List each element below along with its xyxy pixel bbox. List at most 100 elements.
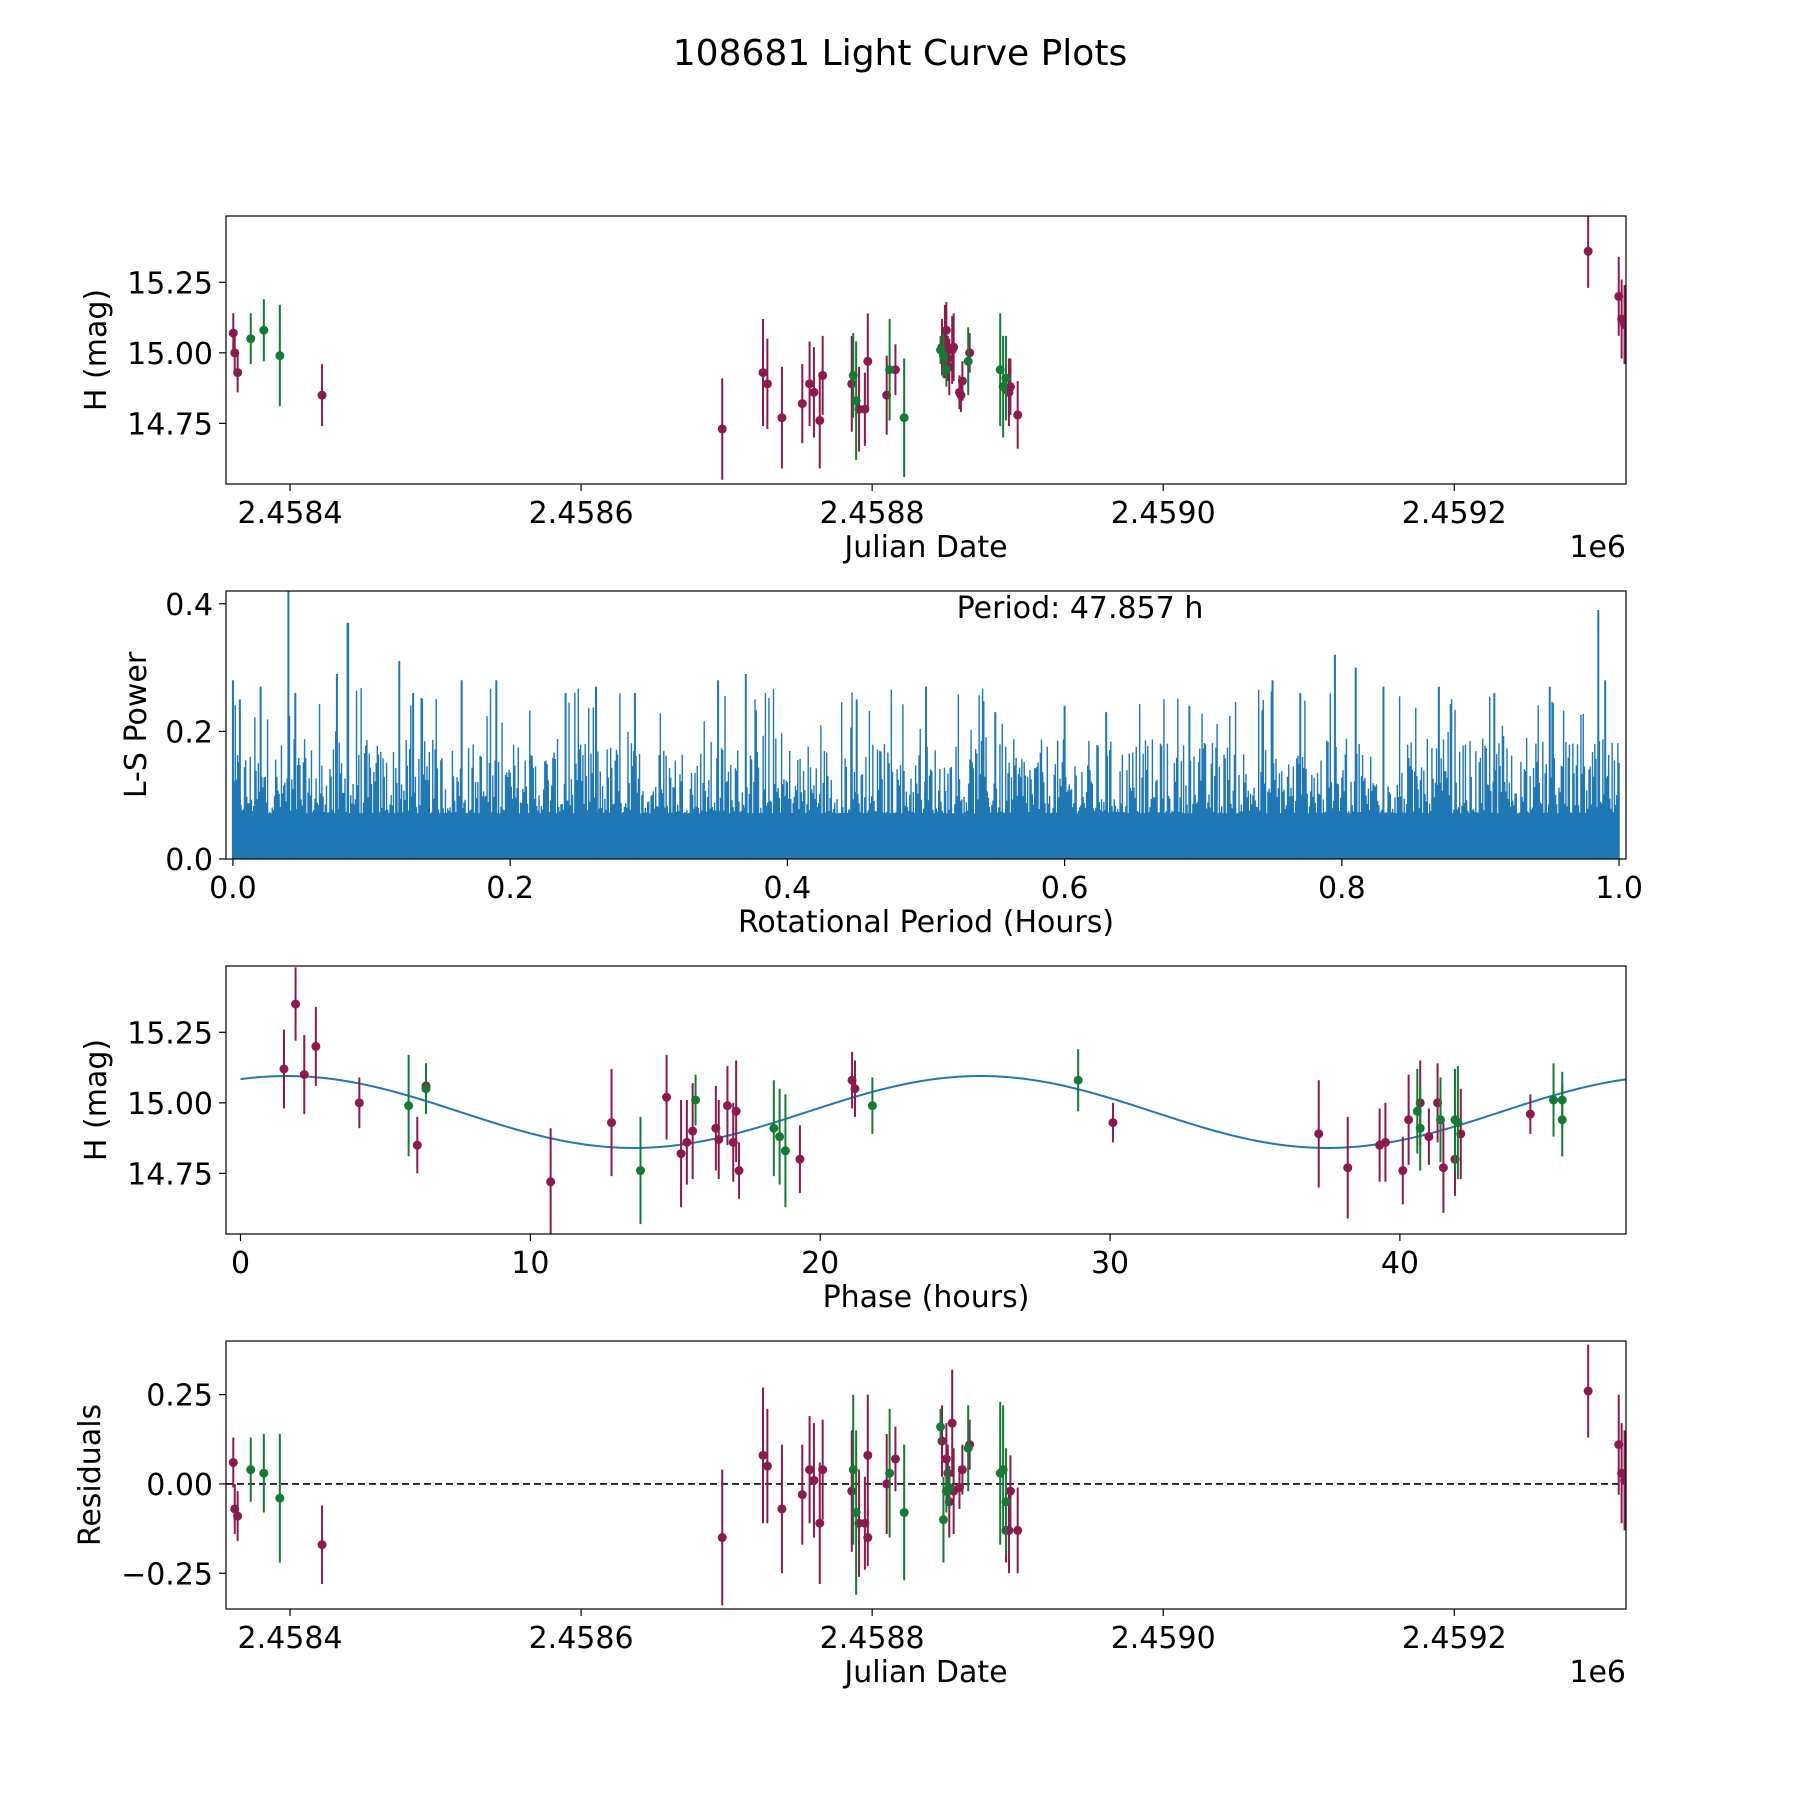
phased-point-red: [546, 1177, 556, 1187]
phased-point-red: [279, 1064, 289, 1074]
lightcurve-point-red: [317, 390, 327, 400]
lightcurve-point-red: [818, 370, 828, 380]
phased-point-green: [1435, 1115, 1445, 1125]
residuals-ticks: 2.4584 2.4586 2.4588 2.4590 2.4592 −0.25 0.00 0…: [121, 1379, 1507, 1656]
phased-point-red: [1380, 1137, 1390, 1147]
residuals-marks: [226, 1344, 1626, 1606]
residuals-point-green: [963, 1443, 973, 1453]
lightcurve-point-red: [941, 325, 951, 335]
residuals-point-red: [317, 1540, 327, 1550]
phased-point-red: [850, 1084, 860, 1094]
periodogram-y-tick-label: 0.4: [165, 588, 213, 623]
panel-residuals: 2.4584 2.4586 2.4588 2.4590 2.4592 −0.25 0.00 0…: [73, 1340, 1627, 1690]
residuals-x-tick-label: 2.4584: [238, 1621, 343, 1656]
residuals-x-tick-label: 2.4588: [820, 1621, 925, 1656]
lightcurve-point-red: [1005, 382, 1015, 392]
phased-point-red: [731, 1106, 741, 1116]
phased-point-green: [1453, 1118, 1463, 1128]
phased-point-green: [1415, 1123, 1425, 1133]
periodogram-x-tick-label: 0.0: [209, 871, 257, 906]
phased-axes-frame: [225, 965, 1627, 1235]
phased-point-green: [769, 1123, 779, 1133]
phased-point-red: [662, 1092, 672, 1102]
residuals-offset-label: 1e6: [1569, 1655, 1626, 1690]
phased-point-green: [691, 1095, 701, 1105]
lightcurve-point-red: [233, 368, 243, 378]
residuals-point-red: [809, 1475, 819, 1485]
lightcurve-y-tick-label: 15.25: [127, 266, 213, 301]
periodogram-y-tick-label: 0.2: [165, 715, 213, 750]
lightcurve-point-red: [949, 342, 959, 352]
residuals-point-green: [899, 1508, 909, 1518]
lightcurve-ticks: 2.4584 2.4586 2.4588 2.4590 2.4592 14.75 15.00…: [127, 266, 1507, 531]
phased-point-red: [311, 1041, 321, 1051]
lightcurve-point-red: [1013, 410, 1023, 420]
phased-point-green: [780, 1146, 790, 1156]
phased-point-green: [867, 1101, 877, 1111]
phased-point-red: [1525, 1109, 1535, 1119]
residuals-point-red: [818, 1465, 828, 1475]
residuals-point-red: [758, 1450, 768, 1460]
lightcurve-point-red: [762, 379, 772, 389]
periodogram-axes-frame: [225, 590, 1627, 860]
residuals-point-red: [1620, 1475, 1626, 1485]
residuals-point-red: [937, 1436, 947, 1446]
phased-x-tick-label: 30: [1091, 1246, 1129, 1281]
phased-point-red: [412, 1140, 422, 1150]
lightcurve-point-green: [1001, 373, 1011, 383]
lightcurve-offset-label: 1e6: [1569, 530, 1626, 565]
lightcurve-point-green: [259, 325, 269, 335]
periodogram-annotation: Period: 47.857 h: [957, 591, 1204, 626]
periodogram-plot-area: [231, 591, 1620, 859]
periodogram-marks: [231, 591, 1620, 859]
residuals-point-red: [762, 1461, 772, 1471]
residuals-point-red: [1005, 1486, 1015, 1496]
phased-point-red: [607, 1118, 617, 1128]
residuals-x-tick-label: 2.4586: [529, 1621, 634, 1656]
phased-y-tick-label: 15.25: [127, 1016, 213, 1051]
periodogram-x-tick-label: 1.0: [1595, 871, 1643, 906]
lightcurve-point-green: [851, 396, 861, 406]
lightcurve-y-label: H (mag): [79, 289, 114, 411]
residuals-point-red: [957, 1465, 967, 1475]
lightcurve-point-red: [809, 387, 819, 397]
panel-lightcurve: 2.4584 2.4586 2.4588 2.4590 2.4592 14.75 15.00…: [79, 215, 1627, 565]
lightcurve-point-red: [1583, 246, 1593, 256]
residuals-point-red: [777, 1504, 787, 1514]
residuals-point-red: [797, 1490, 807, 1500]
phased-y-tick-label: 14.75: [127, 1157, 213, 1192]
residuals-y-tick-label: 0.25: [146, 1379, 213, 1414]
lightcurve-point-red: [863, 356, 873, 366]
residuals-point-red: [1013, 1525, 1023, 1535]
lightcurve-point-red: [797, 399, 807, 409]
panel-phased: 0 10 20 30 40 14.75 15.00 15.25 Phase (hours) H…: [79, 965, 1627, 1315]
periodogram-y-label: L-S Power: [119, 651, 154, 798]
residuals-x-tick-label: 2.4590: [1111, 1621, 1216, 1656]
lightcurve-point-green: [275, 351, 285, 361]
residuals-point-red: [941, 1454, 951, 1464]
phased-point-red: [1314, 1129, 1324, 1139]
residuals-point-red: [233, 1511, 243, 1521]
phased-point-green: [775, 1132, 785, 1142]
residuals-point-green: [938, 1515, 948, 1525]
lightcurve-point-green: [941, 365, 951, 375]
residuals-point-red: [863, 1533, 873, 1543]
phased-point-red: [734, 1166, 744, 1176]
lightcurve-point-red: [815, 416, 825, 426]
residuals-point-green: [885, 1468, 895, 1478]
phased-marks: [240, 967, 1626, 1234]
residuals-point-green: [944, 1483, 954, 1493]
residuals-point-red: [717, 1533, 727, 1543]
phased-point-red: [1438, 1163, 1448, 1173]
lightcurve-x-tick-label: 2.4590: [1111, 496, 1216, 531]
phased-point-red: [291, 999, 301, 1009]
lightcurve-point-red: [777, 413, 787, 423]
periodogram-y-tick-label: 0.0: [165, 843, 213, 878]
phased-point-red: [1398, 1166, 1408, 1176]
lightcurve-point-green: [963, 356, 973, 366]
residuals-x-label: Julian Date: [842, 1655, 1007, 1690]
phased-ticks: 0 10 20 30 40 14.75 15.00 15.25: [127, 1016, 1419, 1281]
phased-point-red: [682, 1137, 692, 1147]
phased-x-tick-label: 40: [1381, 1246, 1419, 1281]
